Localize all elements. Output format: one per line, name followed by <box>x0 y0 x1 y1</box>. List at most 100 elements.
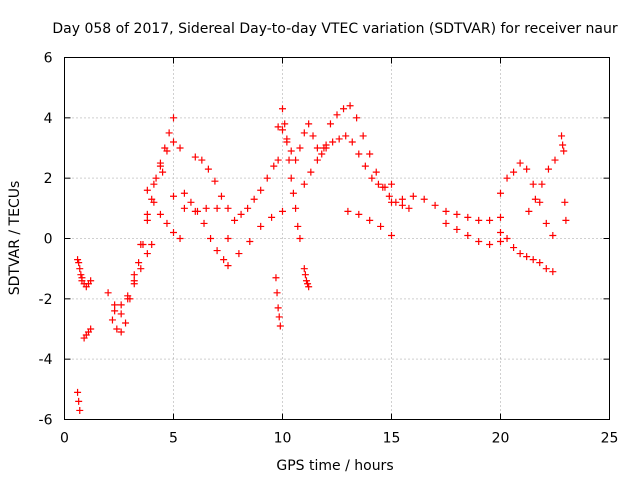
data-point-sat-i <box>213 204 221 212</box>
data-point-sat-aa <box>558 132 566 140</box>
y-tick-label: 2 <box>44 171 53 187</box>
data-point-sat-v <box>431 201 439 209</box>
data-point-sat-y <box>549 268 557 276</box>
data-point-sat-f <box>113 325 121 333</box>
data-point-sat-e <box>130 271 138 279</box>
data-point-sat-v <box>420 195 428 203</box>
data-point-sat-r <box>300 180 308 188</box>
data-point-sat-j <box>180 189 188 197</box>
data-point-sat-u <box>344 207 352 215</box>
data-point-sat-v <box>475 216 483 224</box>
data-point-sat-q <box>305 283 313 291</box>
data-point-sat-q <box>300 265 308 273</box>
data-point-sat-f <box>139 241 147 249</box>
data-point-sat-s <box>342 132 350 140</box>
data-point-sat-j <box>200 219 208 227</box>
data-point-sat-d <box>87 325 95 333</box>
data-point-sat-s <box>361 162 369 170</box>
data-point-sat-aa <box>560 147 568 155</box>
data-point-sat-x <box>510 168 518 176</box>
data-point-sat-v <box>486 216 494 224</box>
data-point-sat-aa <box>562 216 570 224</box>
labels-layer: 0 5 10 15 20 25 -6 -4 -2 0 2 4 6 <box>39 51 619 447</box>
data-point-sat-e <box>117 310 125 318</box>
data-point-sat-h <box>150 198 158 206</box>
data-point-sat-l <box>257 186 265 194</box>
data-point-sat-s <box>368 174 376 182</box>
data-point-sat-a <box>77 271 85 279</box>
data-point-sat-m <box>279 207 286 215</box>
data-point-sat-u <box>366 216 374 224</box>
data-point-sat-o <box>292 156 300 164</box>
data-point-sat-a <box>75 259 83 267</box>
data-point-sat-t <box>353 114 361 122</box>
data-point-sat-f <box>135 259 143 267</box>
data-point-sat-l <box>224 235 232 242</box>
data-point-sat-f <box>143 216 151 224</box>
data-point-sat-j <box>213 247 221 255</box>
data-point-sat-a <box>76 265 84 273</box>
data-point-sat-o <box>305 120 313 128</box>
data-point-sat-q <box>301 271 309 279</box>
data-point-sat-x <box>536 198 544 206</box>
data-point-sat-f <box>117 328 125 336</box>
data-point-sat-o <box>318 150 326 158</box>
data-point-sat-l <box>263 174 271 182</box>
data-point-sat-t <box>333 111 341 119</box>
data-point-sat-s <box>388 180 395 188</box>
data-point-sat-w <box>486 241 494 249</box>
data-point-sat-p <box>289 189 297 197</box>
data-point-sat-m <box>235 250 243 258</box>
data-point-sat-i <box>180 204 188 212</box>
data-point-sat-g <box>137 265 145 273</box>
data-point-sat-j <box>193 207 201 215</box>
data-point-sat-x <box>503 174 511 182</box>
data-point-sat-w <box>475 238 483 246</box>
data-point-sat-s <box>335 135 343 143</box>
data-point-sat-y <box>529 256 537 264</box>
data-point-sat-t <box>359 132 367 140</box>
data-point-sat-p <box>283 138 291 146</box>
x-tick-label: 25 <box>601 431 619 447</box>
data-point-sat-y <box>542 265 550 273</box>
data-point-sat-x <box>542 219 550 227</box>
data-point-sat-g <box>130 280 138 288</box>
y-tick-label: -2 <box>39 292 53 308</box>
data-point-sat-o <box>300 129 308 137</box>
data-point-sat-o <box>279 126 286 134</box>
data-point-sat-s <box>348 138 356 146</box>
data-point-sat-t <box>379 183 387 191</box>
data-point-sat-m <box>257 222 265 230</box>
data-point-sat-t <box>326 120 334 128</box>
data-point-sat-k <box>224 204 232 212</box>
data-point-sat-r <box>313 156 321 164</box>
data-point-sat-o <box>274 123 282 131</box>
data-point-sat-s <box>329 138 337 146</box>
data-point-sat-z <box>538 180 546 188</box>
data-point-sat-k <box>191 153 199 161</box>
data-point-sat-x <box>497 189 504 197</box>
data-point-sat-s <box>355 150 363 158</box>
data-point-sat-h <box>176 235 184 242</box>
data-point-sat-p <box>281 120 289 128</box>
y-axis-label: SDTVAR / TECUs <box>7 181 23 296</box>
data-point-sat-l <box>231 216 239 224</box>
data-point-sat-aa <box>561 198 569 206</box>
x-tick-label: 10 <box>274 431 292 447</box>
data-point-sat-m <box>224 262 232 270</box>
data-point-sat-e <box>170 138 177 146</box>
data-point-sat-b <box>74 388 82 396</box>
data-point-sat-h <box>163 219 171 227</box>
data-point-sat-z <box>525 207 533 215</box>
x-tick-label: 15 <box>383 431 401 447</box>
marks-layer <box>74 102 570 414</box>
data-point-sat-a <box>74 256 82 264</box>
data-point-sat-t <box>385 192 393 200</box>
data-point-sat-p <box>292 204 300 212</box>
data-point-sat-t <box>398 201 406 209</box>
x-axis-label: GPS time / hours <box>276 458 393 474</box>
data-point-sat-g <box>111 307 119 315</box>
data-point-sat-m <box>268 213 276 221</box>
data-point-sat-e <box>104 289 112 297</box>
